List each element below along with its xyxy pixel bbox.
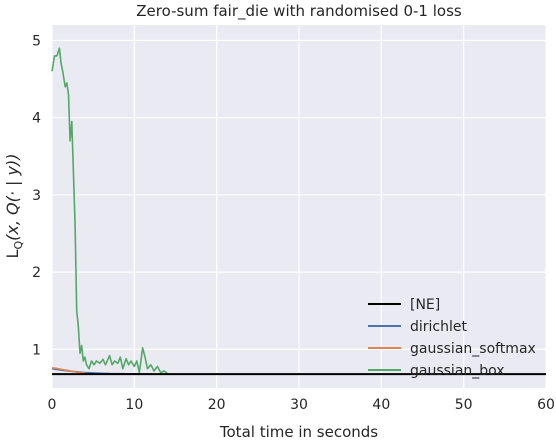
y-tick-label: 2	[32, 265, 41, 281]
x-tick-label: 40	[372, 397, 390, 413]
chart-title: Zero-sum fair_die with randomised 0-1 lo…	[136, 2, 462, 21]
grid-lines	[51, 25, 547, 388]
legend-label: dirichlet	[410, 319, 467, 335]
legend-label: [NE]	[410, 297, 440, 313]
x-tick-label: 30	[290, 397, 308, 413]
x-tick-label: 10	[125, 397, 143, 413]
x-tick-label: 50	[455, 397, 473, 413]
y-tick-label: 3	[32, 188, 41, 204]
y-axis-label: LQ(x, Q(· | y))	[3, 154, 25, 259]
y-tick-label: 5	[32, 33, 41, 49]
series-line-gaussian-softmax	[51, 367, 85, 374]
legend-label: gaussian_softmax	[410, 341, 536, 357]
y-tick-label: 4	[32, 111, 41, 127]
x-tick-labels: 0 10 20 30 40 50 60	[48, 397, 555, 413]
y-tick-labels: 1 2 3 4 5	[32, 33, 41, 358]
x-tick-label: 0	[48, 397, 57, 413]
x-tick-label: 20	[208, 397, 226, 413]
legend: [NE] dirichlet gaussian_softmax gaussian_bo…	[368, 297, 536, 379]
x-axis-label: Total time in seconds	[219, 423, 378, 441]
legend-label: gaussian_box	[410, 363, 505, 379]
y-tick-label: 1	[32, 342, 41, 358]
series-lines	[51, 47, 546, 376]
x-tick-label: 60	[537, 397, 555, 413]
series-line-gaussian-box	[51, 47, 168, 374]
